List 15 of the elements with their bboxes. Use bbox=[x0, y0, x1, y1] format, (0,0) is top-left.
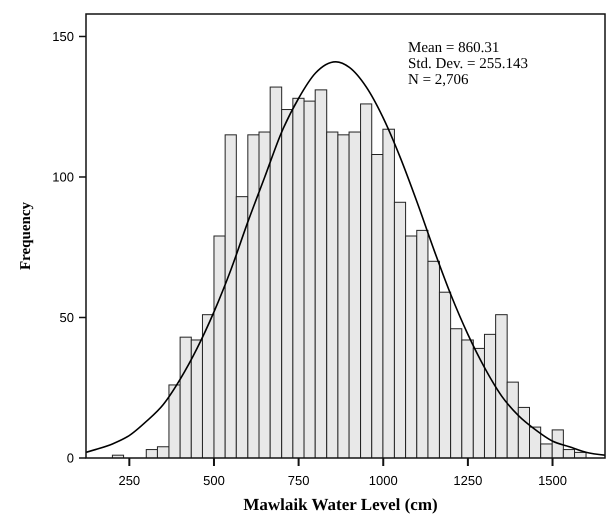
x-tick-label: 500 bbox=[203, 473, 225, 488]
y-tick-label: 100 bbox=[52, 170, 74, 185]
x-tick-label: 1500 bbox=[538, 473, 567, 488]
y-tick-label: 50 bbox=[60, 310, 74, 326]
y-tick-label: 0 bbox=[66, 450, 74, 466]
x-tick-label: 1000 bbox=[368, 473, 398, 488]
annotation: N = 2,706 bbox=[408, 72, 470, 88]
x-tick-label: 750 bbox=[288, 473, 310, 488]
x-axis-title: Mawlaik Water Level (cm) bbox=[243, 495, 438, 514]
y-axis-title: Frequency bbox=[18, 201, 34, 270]
x-tick-label: 1250 bbox=[453, 473, 482, 488]
x-tick-label: 250 bbox=[118, 473, 140, 488]
annotation: Mean = 860.31 bbox=[408, 40, 500, 56]
y-tick-label: 150 bbox=[52, 29, 74, 44]
annotation: Std. Dev. = 255.143 bbox=[408, 56, 528, 72]
